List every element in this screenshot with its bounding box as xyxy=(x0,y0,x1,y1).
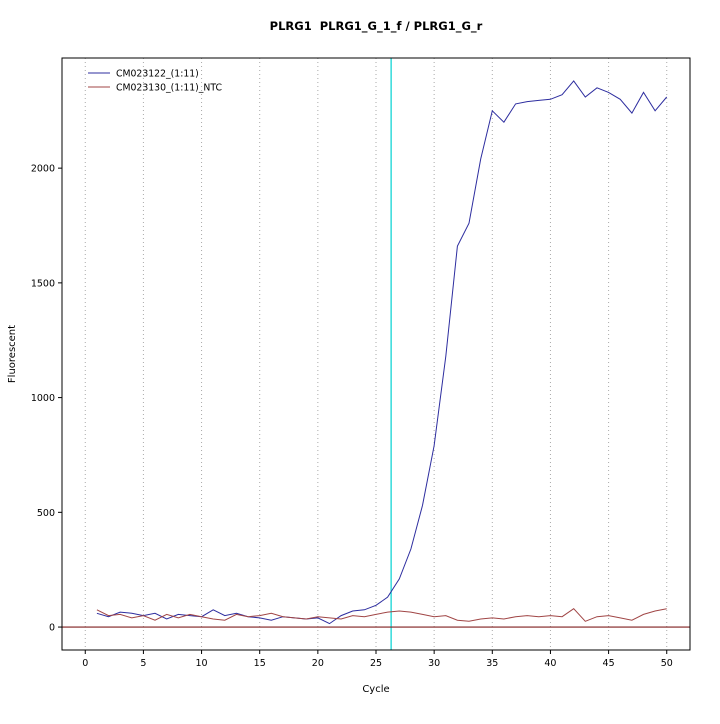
y-tick-label: 0 xyxy=(49,623,55,634)
y-tick-label: 1000 xyxy=(31,393,55,404)
x-tick-label: 0 xyxy=(82,658,88,669)
x-tick-label: 15 xyxy=(254,658,266,669)
series-layer xyxy=(96,80,668,625)
x-tick-label: 25 xyxy=(370,658,382,669)
y-axis-label: Fluorescent xyxy=(7,325,18,383)
x-tick-label: 30 xyxy=(428,658,440,669)
annotation-layer xyxy=(62,58,690,650)
legend-label: CM023130_(1:11)_NTC xyxy=(116,83,222,94)
x-axis-label: Cycle xyxy=(362,684,389,695)
y-tick-label: 500 xyxy=(37,508,55,519)
grid-layer xyxy=(84,58,668,650)
series-line-1 xyxy=(96,608,667,622)
legend-label: CM023122_(1:11) xyxy=(116,69,199,80)
chart-title: PLRG1 PLRG1_G_1_f / PLRG1_G_r xyxy=(270,19,483,34)
series-line-0 xyxy=(96,80,668,625)
y-tick-label: 2000 xyxy=(31,164,55,175)
x-tick-label: 40 xyxy=(544,658,556,669)
x-tick-label: 45 xyxy=(603,658,615,669)
x-tick-label: 50 xyxy=(661,658,673,669)
x-tick-label: 20 xyxy=(312,658,324,669)
x-tick-label: 5 xyxy=(140,658,146,669)
legend: CM023122_(1:11) CM023130_(1:11)_NTC xyxy=(88,69,222,94)
x-tick-label: 35 xyxy=(486,658,498,669)
x-tick-label: 10 xyxy=(196,658,208,669)
y-tick-label: 1500 xyxy=(31,278,55,289)
